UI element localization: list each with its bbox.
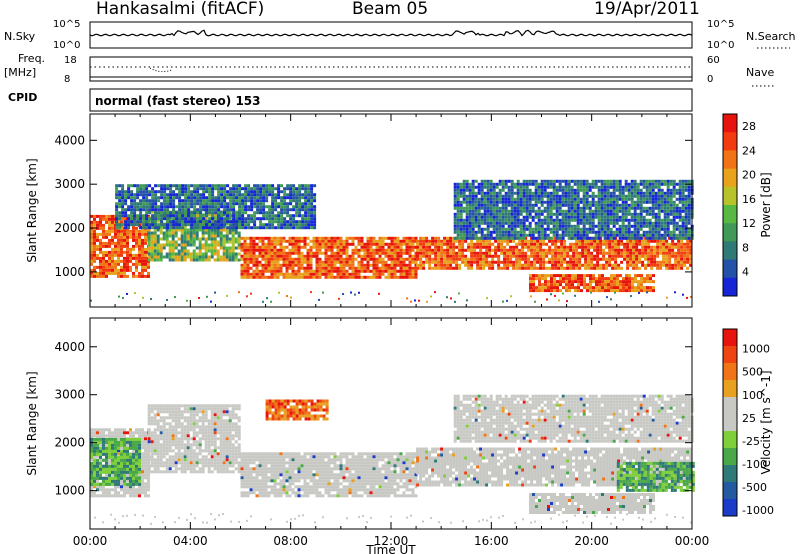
power-ylabel: Slant Range [km] xyxy=(25,158,39,262)
nsky-bottom-tick-right: 10^0 xyxy=(707,40,734,51)
velocity-colorbar-tick: 25 xyxy=(742,412,756,425)
power-colorbar-cell xyxy=(723,132,737,151)
freq-panel xyxy=(89,56,693,82)
freq-top-tick: 18 xyxy=(64,55,77,66)
power-colorbar-cell xyxy=(723,114,737,133)
velocity-ytick-label: 1000 xyxy=(54,484,85,498)
power-band xyxy=(416,236,693,270)
cpid-value: normal (fast stereo) 153 xyxy=(95,94,261,108)
time-tick-label: 20:00 xyxy=(574,534,609,548)
velocity-colorbar-cell xyxy=(723,482,737,500)
velocity-band xyxy=(616,461,695,492)
power-ytick-label: 4000 xyxy=(54,133,85,147)
velocity-band xyxy=(240,452,418,498)
velocity-colorbar-cell xyxy=(723,380,737,398)
power-ytick-label: 3000 xyxy=(54,177,85,191)
velocity-colorbar-tick: 500 xyxy=(742,366,763,379)
velocity-colorbar-cell xyxy=(723,329,737,347)
nave-bottom-tick: 0 xyxy=(707,74,713,85)
velocity-colorbar-tick: -500 xyxy=(742,481,767,494)
cpid-label: CPID xyxy=(8,91,37,104)
time-tick-label: 16:00 xyxy=(474,534,509,548)
power-heatmap xyxy=(90,179,694,303)
time-tick-label: 08:00 xyxy=(273,534,308,548)
velocity-colorbar-cell xyxy=(723,448,737,466)
nave-dip xyxy=(149,67,173,73)
velocity-colorbar-tick: -1000 xyxy=(742,504,774,517)
velocity-band xyxy=(265,399,329,421)
velocity-colorbar-cell xyxy=(723,346,737,364)
time-tick-label: 00:00 xyxy=(73,534,108,548)
nave-top-tick: 60 xyxy=(707,55,720,66)
velocity-ytick-label: 3000 xyxy=(54,388,85,402)
freq-unit-label: [MHz] xyxy=(4,66,36,79)
power-colorbar-cell xyxy=(723,223,737,242)
velocity-colorbar-cell xyxy=(723,414,737,432)
velocity-ytick-label: 2000 xyxy=(54,436,85,450)
velocity-band xyxy=(147,404,241,474)
velocity-colorbar-frame xyxy=(722,328,738,517)
velocity-colorbar-label: Velocity [m s^-1] xyxy=(759,370,773,474)
power-colorbar-tick: 12 xyxy=(742,217,756,230)
power-ytick-label: 1000 xyxy=(54,265,85,279)
velocity-colorbar-cell xyxy=(723,499,737,517)
power-band xyxy=(115,184,317,230)
velocity-colorbar-tick: 100 xyxy=(742,389,763,402)
power-colorbar-frame xyxy=(722,113,738,297)
power-colorbar-tick: 20 xyxy=(742,169,756,182)
power-band xyxy=(240,236,418,279)
power-ytick-label: 2000 xyxy=(54,221,85,235)
nsearch-label: N.Search xyxy=(746,30,796,43)
power-band xyxy=(529,274,655,293)
power-colorbar-tick: 28 xyxy=(742,120,756,133)
freq-label: Freq. xyxy=(18,52,45,65)
power-colorbar-tick: 24 xyxy=(742,144,756,157)
power-colorbar-tick: 16 xyxy=(742,193,756,206)
power-colorbar-cell xyxy=(723,150,737,170)
velocity-ytick-label: 4000 xyxy=(54,340,85,354)
power-colorbar-cell xyxy=(723,277,737,297)
station-title: Hankasalmi (fitACF) xyxy=(96,0,265,19)
time-tick-label: 00:00 xyxy=(675,534,710,548)
power-band xyxy=(453,179,694,240)
time-axis-label: Time UT xyxy=(365,543,416,554)
nsky-bottom-tick: 10^0 xyxy=(53,40,80,51)
velocity-band xyxy=(90,437,141,486)
velocity-colorbar-cell xyxy=(723,431,737,449)
date-title: 19/Apr/2011 xyxy=(594,0,700,19)
freq-bottom-tick: 8 xyxy=(64,74,70,85)
nsky-trace xyxy=(89,29,693,37)
velocity-band xyxy=(453,394,694,443)
velocity-colorbar-cell xyxy=(723,363,737,381)
velocity-band xyxy=(416,447,693,487)
nsky-top-tick: 10^5 xyxy=(53,19,80,30)
power-colorbar-tick: 8 xyxy=(742,241,749,254)
beam-title: Beam 05 xyxy=(352,0,429,19)
velocity-colorbar-cell xyxy=(723,465,737,483)
nsky-label: N.Sky xyxy=(4,30,36,43)
power-colorbar-label: Power [dB] xyxy=(759,172,773,237)
power-colorbar-cell xyxy=(723,241,737,261)
nave-label: Nave xyxy=(746,66,774,79)
cpid-panel xyxy=(89,88,693,112)
power-colorbar-cell xyxy=(723,168,737,188)
power-colorbar-cell xyxy=(723,259,737,279)
velocity-colorbar-tick: 1000 xyxy=(742,343,770,356)
power-colorbar-tick: 4 xyxy=(742,266,749,279)
power-colorbar-cell xyxy=(723,186,737,206)
velocity-colorbar-tick: -100 xyxy=(742,458,767,471)
time-tick-label: 12:00 xyxy=(374,534,409,548)
velocity-band xyxy=(529,493,655,514)
velocity-colorbar-cell xyxy=(723,397,737,415)
velocity-heatmap xyxy=(90,394,695,525)
time-tick-label: 04:00 xyxy=(173,534,208,548)
power-colorbar-cell xyxy=(723,205,737,224)
velocity-colorbar-tick: -25 xyxy=(742,435,760,448)
nsky-top-tick-right: 10^5 xyxy=(707,19,734,30)
velocity-ylabel: Slant Range [km] xyxy=(25,371,39,475)
